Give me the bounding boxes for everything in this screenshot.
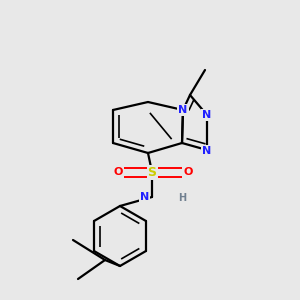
Text: N: N [178,105,188,115]
Text: N: N [202,146,211,156]
Text: S: S [148,166,157,178]
Text: H: H [178,193,186,203]
Text: N: N [202,110,211,120]
Text: N: N [140,192,149,202]
Text: O: O [113,167,123,177]
Text: O: O [183,167,193,177]
